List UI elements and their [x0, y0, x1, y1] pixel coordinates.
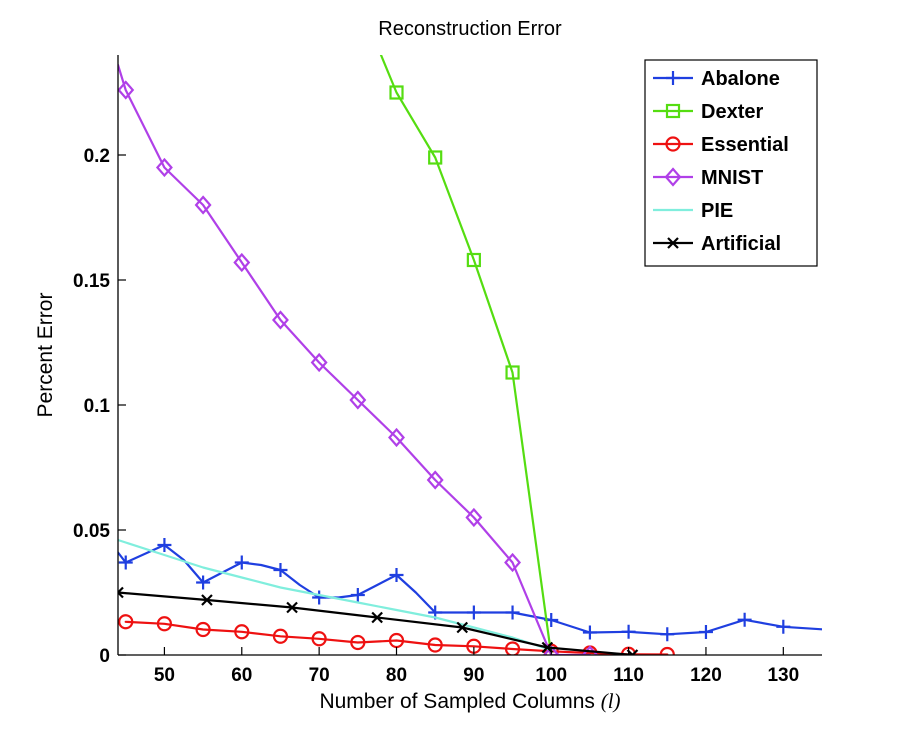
data-point-abalone-60 [234, 555, 249, 570]
data-point-mnist-100 [542, 645, 560, 655]
data-point-dexter-80 [389, 85, 404, 100]
data-point-abalone-115 [660, 627, 675, 642]
series-dexter [379, 55, 553, 655]
x-axis-label-text: Number of Sampled Columns [319, 690, 594, 713]
data-point-abalone-55 [196, 575, 211, 590]
legend-marker-mnist [664, 167, 682, 187]
y-axis-label: Percent Error [34, 293, 57, 418]
data-point-mnist-80 [388, 427, 405, 448]
data-point-essential-85 [427, 637, 443, 653]
series-line-mnist [118, 63, 592, 655]
data-point-essential-65 [272, 628, 289, 644]
x-tick-label: 70 [309, 665, 330, 686]
x-tick-label: 90 [463, 665, 484, 686]
x-axis-label: Number of Sampled Columns (l) [319, 689, 620, 713]
x-axis-label-variable: (l) [601, 689, 621, 713]
series-line-essential [124, 620, 669, 655]
legend-label-abalone: Abalone [701, 68, 780, 90]
data-point-artificial-66-5 [286, 601, 298, 614]
data-point-abalone-125 [737, 612, 752, 627]
data-point-abalone-130 [776, 619, 791, 634]
legend-label-essential: Essential [701, 134, 789, 156]
legend-entry-artificial: Artificial [653, 233, 781, 255]
data-point-artificial-77-5 [371, 611, 383, 624]
legend-box [644, 59, 818, 267]
data-point-abalone-95 [505, 605, 520, 620]
x-tick-label: 120 [690, 665, 722, 686]
legend-marker-dexter [665, 103, 681, 119]
data-point-abalone-80 [389, 568, 404, 582]
legend-entry-dexter: Dexter [653, 101, 763, 123]
series-line-pie [118, 538, 553, 652]
legend-marker-essential [665, 136, 681, 152]
data-point-essential-75 [350, 634, 366, 651]
data-point-abalone-90 [466, 605, 481, 620]
data-point-mnist-55 [194, 195, 212, 215]
legend-entry-pie: PIE [653, 200, 733, 222]
series-pie [118, 538, 553, 652]
legend: Abalone Dexter Essential MNIST PIE Artificial [644, 59, 818, 267]
series-abalone [118, 538, 822, 642]
data-point-dexter-95 [505, 365, 520, 380]
chart-title: Reconstruction Error [378, 18, 562, 40]
y-tick-label: 0.15 [73, 271, 110, 292]
data-point-abalone-105 [582, 625, 597, 640]
x-tick-label: 130 [767, 665, 799, 686]
data-point-essential-95 [504, 641, 521, 655]
data-point-essential-60 [234, 624, 250, 640]
legend-marker-abalone [666, 71, 680, 85]
data-point-mnist-70 [310, 352, 328, 373]
data-point-mnist-45 [118, 80, 135, 100]
data-point-abalone-45 [118, 555, 133, 570]
data-point-mnist-95 [504, 552, 522, 573]
legend-entry-essential: Essential [653, 134, 789, 156]
data-point-mnist-60 [233, 252, 251, 273]
data-point-artificial-88-5 [456, 621, 469, 634]
data-point-artificial-55-5 [201, 594, 213, 606]
data-point-artificial-44 [118, 586, 124, 599]
y-tick-label: 0.05 [73, 521, 110, 542]
series-mnist [118, 63, 599, 655]
data-point-dexter-90 [466, 252, 481, 268]
axis-ticks: 50 60 70 80 90 100 110 120 130 0 0.05 0.1 0.15 0.2 [73, 146, 799, 686]
y-tick-label: 0.1 [84, 396, 111, 417]
series-essential [118, 614, 675, 655]
x-tick-label: 100 [535, 665, 567, 686]
data-point-mnist-85 [426, 470, 444, 490]
x-tick-label: 80 [386, 665, 407, 686]
plot-series [118, 55, 822, 655]
legend-label-pie: PIE [701, 200, 733, 222]
x-tick-label: 50 [154, 665, 175, 686]
data-point-mnist-75 [349, 390, 367, 410]
legend-marker-artificial [667, 237, 679, 249]
data-point-mnist-50 [155, 157, 173, 178]
data-point-abalone-75 [350, 588, 365, 602]
data-point-abalone-50 [157, 538, 172, 552]
data-point-essential-45 [118, 614, 134, 630]
data-point-abalone-65 [273, 563, 288, 577]
data-point-dexter-85 [428, 150, 443, 165]
data-point-abalone-120 [698, 625, 713, 639]
series-line-abalone [118, 543, 822, 636]
legend-entry-mnist: MNIST [653, 167, 763, 189]
data-point-essential-50 [156, 616, 173, 632]
data-point-abalone-70 [312, 590, 327, 605]
legend-entry-abalone: Abalone [653, 68, 780, 90]
y-tick-label: 0 [99, 646, 110, 667]
legend-label-dexter: Dexter [701, 101, 763, 123]
x-tick-label: 60 [231, 665, 252, 686]
legend-label-artificial: Artificial [701, 233, 781, 255]
data-point-essential-70 [311, 631, 327, 647]
data-point-mnist-65 [272, 310, 289, 330]
y-tick-label: 0.2 [84, 146, 110, 167]
data-point-abalone-110 [621, 624, 636, 639]
data-point-essential-55 [195, 621, 211, 638]
x-tick-label: 110 [613, 665, 644, 686]
data-point-mnist-90 [465, 507, 483, 528]
legend-label-mnist: MNIST [701, 167, 763, 189]
